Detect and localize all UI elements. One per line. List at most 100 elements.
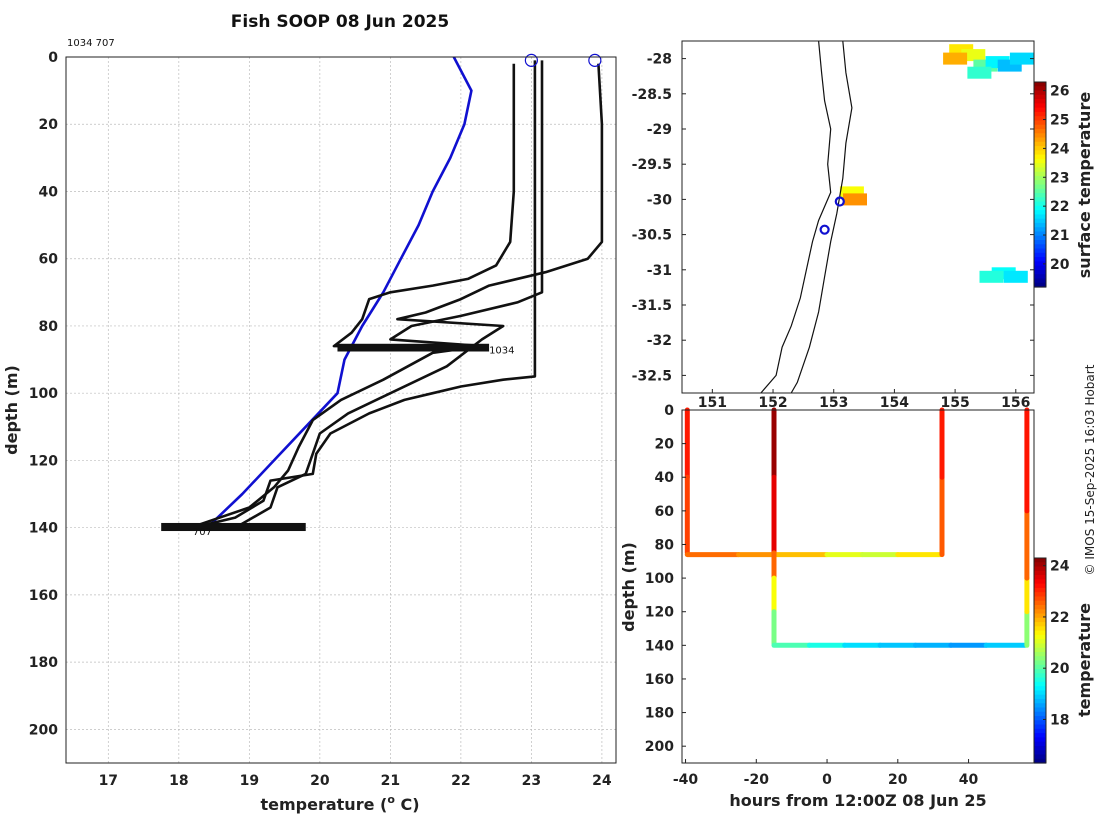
depth-time-tick-label: 40 xyxy=(655,470,675,486)
sst-cell xyxy=(1009,52,1034,65)
colorbar-swatch xyxy=(1034,141,1046,147)
colorbar-swatch xyxy=(1034,724,1046,730)
colorbar-swatch xyxy=(1034,90,1046,96)
depth-tick-label: 80 xyxy=(39,319,59,335)
colorbar-tick-label: 22 xyxy=(1050,610,1069,626)
hours-tick-label: -20 xyxy=(744,772,770,788)
temperature-colorbar-label: temperature xyxy=(1075,603,1094,717)
depth-time-tick-label: 200 xyxy=(645,739,674,755)
colorbar-swatch xyxy=(1034,116,1046,122)
coastline xyxy=(760,40,853,394)
deployment-marker xyxy=(819,224,830,235)
profile-gridlines xyxy=(66,56,616,763)
colorbar-swatch xyxy=(1034,175,1046,181)
profile-blue-line xyxy=(206,56,473,529)
colorbar-swatch xyxy=(1034,651,1046,657)
colorbar-swatch xyxy=(1034,592,1046,598)
depth-time-tick-label: 120 xyxy=(645,605,674,621)
colorbar-swatch xyxy=(1034,111,1046,117)
colorbar-swatch xyxy=(1034,171,1046,177)
colorbar-swatch xyxy=(1034,94,1046,100)
temperature-tick-label: 21 xyxy=(381,773,400,789)
colorbar-swatch xyxy=(1034,660,1046,666)
depth-tick-label: 180 xyxy=(29,655,58,671)
colorbar-swatch xyxy=(1034,677,1046,683)
colorbar-swatch xyxy=(1034,218,1046,224)
colorbar-swatch xyxy=(1034,137,1046,143)
colorbar-swatch xyxy=(1034,694,1046,700)
colorbar-swatch xyxy=(1034,728,1046,734)
temperature-colorbar: 18 20 22 24 xyxy=(1033,557,1070,764)
depth-time-tick-label: 0 xyxy=(664,403,674,419)
colorbar-swatch xyxy=(1034,274,1046,280)
colorbar-swatch xyxy=(1034,754,1046,760)
depth-tick-label: 200 xyxy=(29,722,58,738)
colorbar-swatch xyxy=(1034,562,1046,568)
depth-time-plot-frame xyxy=(681,409,1035,764)
bottom-cluster-707 xyxy=(161,522,306,532)
colorbar-swatch xyxy=(1034,188,1046,194)
colorbar-swatch xyxy=(1034,180,1046,186)
coastline-line xyxy=(760,40,832,394)
colorbar-swatch xyxy=(1034,733,1046,738)
colorbar-swatch xyxy=(1034,609,1046,615)
longitude-tick-label: 152 xyxy=(758,395,787,411)
hours-axis-ticks: -40 -20 0 20 40 xyxy=(673,759,979,788)
depth-tick-label: 120 xyxy=(29,453,58,469)
sst-cell xyxy=(979,270,1004,283)
colorbar-swatch xyxy=(1034,214,1046,220)
profile-ids-label: 1034 707 xyxy=(67,38,115,49)
colorbar-swatch xyxy=(1034,167,1046,173)
latitude-tick-label: -28 xyxy=(647,52,672,68)
depth-time-axis-label: depth (m) xyxy=(619,542,638,632)
hours-tick-label: 40 xyxy=(959,772,979,788)
sst-cell xyxy=(943,52,968,65)
colorbar-swatch xyxy=(1034,252,1046,258)
surface-marker xyxy=(588,53,602,67)
colorbar-swatch xyxy=(1034,686,1046,691)
temperature-tick-label: 22 xyxy=(451,773,470,789)
colorbar-swatch xyxy=(1034,278,1046,284)
colorbar-swatch xyxy=(1034,570,1046,576)
colorbar-swatch xyxy=(1034,566,1046,572)
colorbar-tick-label: 20 xyxy=(1050,257,1070,273)
longitude-tick-label: 156 xyxy=(1001,395,1030,411)
colorbar-swatch xyxy=(1034,133,1046,139)
latitude-tick-label: -31.5 xyxy=(632,298,672,314)
depth-time-tick-label: 60 xyxy=(655,504,675,520)
latitude-tick-label: -30.5 xyxy=(632,228,672,244)
colorbar-swatch xyxy=(1034,643,1046,649)
depth-axis-ticks: 0 20 40 60 80 100 120 140 160 180 200 xyxy=(29,50,58,738)
colorbar-tick-label: 23 xyxy=(1050,170,1069,186)
depth-time-tick-label: 140 xyxy=(645,638,674,654)
profile-id-annotation: 1034 xyxy=(489,345,514,356)
longitude-tick-label: 154 xyxy=(880,395,909,411)
colorbar-tick-label: 21 xyxy=(1050,228,1069,244)
colorbar-swatch xyxy=(1034,626,1046,632)
depth-time-axis-ticks: 0 20 40 60 80 100 120 140 160 180 200 xyxy=(645,403,686,755)
depth-time-tick-label: 180 xyxy=(645,706,674,722)
depth-tick-label: 160 xyxy=(29,588,58,604)
latitude-tick-label: -28.5 xyxy=(632,87,672,103)
colorbar-tick-label: 24 xyxy=(1050,141,1070,157)
colorbar-swatch xyxy=(1034,107,1046,113)
latitude-tick-label: -32.5 xyxy=(632,368,672,384)
colorbar-swatch xyxy=(1034,711,1046,717)
temperature-tick-label: 23 xyxy=(522,773,541,789)
colorbar-swatch xyxy=(1034,261,1046,267)
colorbar-swatch xyxy=(1034,745,1046,751)
depth-axis-label: depth (m) xyxy=(2,365,21,455)
colorbar-swatch xyxy=(1034,703,1046,709)
depth-tick-label: 0 xyxy=(48,50,58,66)
depth-time-tick-label: 100 xyxy=(645,571,674,587)
colorbar-swatch xyxy=(1034,622,1046,627)
profile-plot-frame xyxy=(65,56,617,764)
colorbar-swatch xyxy=(1034,575,1046,580)
colorbar-swatch xyxy=(1034,750,1046,756)
colorbar-swatch xyxy=(1034,163,1046,169)
colorbar-swatch xyxy=(1034,681,1046,687)
temperature-axis-ticks: 17 18 19 20 21 22 23 24 xyxy=(99,773,612,789)
temperature-tick-label: 20 xyxy=(310,773,330,789)
deployment-markers xyxy=(819,196,845,235)
longitude-tick-label: 155 xyxy=(940,395,969,411)
